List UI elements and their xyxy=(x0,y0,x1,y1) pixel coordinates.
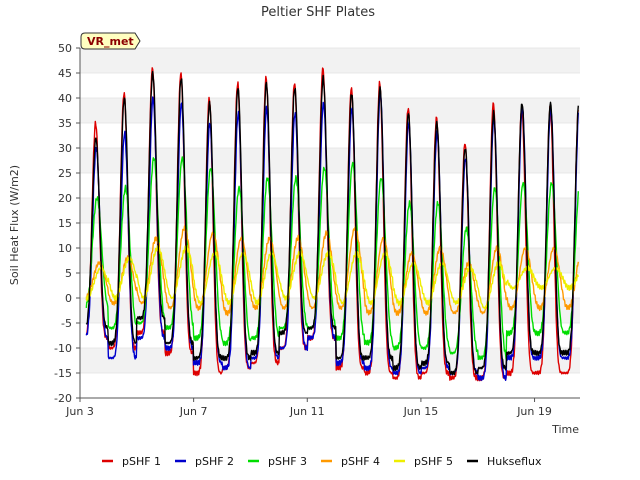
gridlines xyxy=(80,47,580,399)
y-tick-label: 45 xyxy=(58,67,72,80)
site-badge-text: VR_met xyxy=(87,35,134,48)
y-tick-label: -20 xyxy=(54,392,72,405)
x-ticks: Jun 3 Jun 7 Jun 11 Jun 15 Jun 19 xyxy=(65,398,552,418)
y-tick-label: 10 xyxy=(58,242,72,255)
y-tick-label: 30 xyxy=(58,142,72,155)
legend-item: pSHF 1 xyxy=(102,455,161,468)
x-tick-label: Jun 3 xyxy=(65,405,94,418)
y-tick-label: -15 xyxy=(54,367,72,380)
series-line-pshf-4 xyxy=(85,225,579,317)
y-tick-label: 25 xyxy=(58,167,72,180)
background-band xyxy=(80,173,580,198)
legend-item: Hukseflux xyxy=(467,455,542,468)
legend-label: pSHF 5 xyxy=(414,455,453,468)
x-tick-label: Jun 7 xyxy=(179,405,208,418)
legend-label: pSHF 1 xyxy=(122,455,161,468)
legend-label: Hukseflux xyxy=(487,455,542,468)
legend-item: pSHF 4 xyxy=(321,455,380,468)
y-tick-label: 35 xyxy=(58,117,72,130)
site-badge: VR_met xyxy=(80,32,141,50)
background-band xyxy=(80,73,580,98)
x-tick-label: Jun 15 xyxy=(403,405,439,418)
y-ticks: -20 -15 -10 -5 0 5 10 15 20 25 30 35 40 45 50 xyxy=(54,42,80,405)
series-line-hukseflux xyxy=(85,70,579,376)
background-band xyxy=(80,373,580,398)
chart-title: Peltier SHF Plates xyxy=(261,5,375,20)
x-tick-label: Jun 11 xyxy=(289,405,325,418)
y-tick-label: -10 xyxy=(54,342,72,355)
y-tick-label: -5 xyxy=(61,317,72,330)
legend-label: pSHF 2 xyxy=(195,455,234,468)
legend-label: pSHF 4 xyxy=(341,455,380,468)
background-band xyxy=(80,198,580,223)
y-axis-label: Soil Heat Flux (W/m2) xyxy=(8,165,21,285)
x-axis-label: Time xyxy=(551,423,579,436)
background-band xyxy=(80,48,580,73)
legend-item: pSHF 2 xyxy=(175,455,234,468)
y-tick-label: 15 xyxy=(58,217,72,230)
y-tick-label: 40 xyxy=(58,92,72,105)
y-tick-label: 0 xyxy=(65,292,72,305)
y-tick-label: 20 xyxy=(58,192,72,205)
y-tick-label: 50 xyxy=(58,42,72,55)
x-tick-label: Jun 19 xyxy=(516,405,552,418)
legend-item: pSHF 5 xyxy=(394,455,453,468)
background-band xyxy=(80,98,580,123)
series-lines xyxy=(85,67,579,382)
background-band xyxy=(80,323,580,348)
legend-item: pSHF 3 xyxy=(248,455,307,468)
background-band xyxy=(80,123,580,148)
y-tick-label: 5 xyxy=(65,267,72,280)
background-band xyxy=(80,348,580,373)
legend-label: pSHF 3 xyxy=(268,455,307,468)
series-line-pshf-5 xyxy=(85,244,579,310)
site-badge-box xyxy=(80,32,141,50)
legend: pSHF 1 pSHF 2 pSHF 3 pSHF 4 pSHF 5 Hukseflux xyxy=(102,455,542,468)
